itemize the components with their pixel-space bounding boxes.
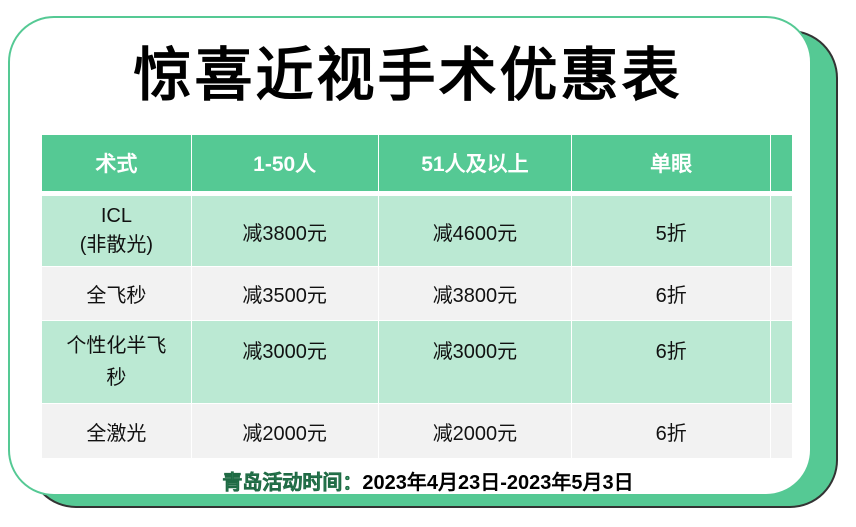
method-line: (非散光) bbox=[79, 234, 154, 256]
event-time-label: 青岛活动时间： bbox=[222, 472, 363, 495]
cell: 减3800元 bbox=[190, 193, 379, 267]
cell bbox=[770, 266, 793, 321]
cell: 减3000元 bbox=[377, 320, 573, 404]
cell: 减4600元 bbox=[377, 193, 573, 267]
event-time: 青岛活动时间：2023年4月23日-2023年5月3日 bbox=[0, 466, 856, 495]
cell: 6折 bbox=[571, 266, 772, 321]
header-single-eye: 单眼 bbox=[571, 134, 772, 196]
method-line: 全飞秒 bbox=[86, 285, 147, 307]
method-cell: ICL (非散光) bbox=[41, 193, 192, 267]
method-cell: 全飞秒 bbox=[41, 266, 192, 321]
method-line: 秒 bbox=[106, 367, 127, 389]
header-1-50: 1-50人 bbox=[190, 134, 379, 196]
cell: 减2000元 bbox=[190, 403, 379, 459]
cell: 减3000元 bbox=[190, 320, 379, 404]
method-line: 个性化半飞 bbox=[66, 335, 167, 357]
cell: 5折 bbox=[571, 193, 772, 267]
discount-table: 术式 1-50人 51人及以上 单眼 ICL (非散光) 减3800元 减4600… bbox=[41, 134, 793, 459]
table-row: 全激光 减2000元 减2000元 6折 bbox=[41, 403, 793, 459]
cell: 6折 bbox=[571, 320, 772, 404]
table-header: 术式 1-50人 51人及以上 单眼 bbox=[41, 134, 793, 196]
header-method: 术式 bbox=[41, 134, 192, 196]
header-extra bbox=[770, 134, 793, 196]
table-row: 个性化半飞秒 减3000元 减3000元 6折 bbox=[41, 320, 793, 404]
cell: 减3800元 bbox=[377, 266, 573, 321]
cell: 减3500元 bbox=[190, 266, 379, 321]
page-title: 惊喜近视手术优惠表 bbox=[133, 43, 683, 108]
cell bbox=[770, 320, 793, 404]
table-row: 全飞秒 减3500元 减3800元 6折 bbox=[41, 266, 793, 321]
method-line: 全激光 bbox=[86, 422, 147, 445]
method-cell: 全激光 bbox=[41, 403, 192, 459]
cell bbox=[770, 193, 793, 267]
cell: 减2000元 bbox=[377, 403, 573, 459]
method-line: ICL bbox=[100, 205, 132, 227]
method-cell: 个性化半飞秒 bbox=[41, 320, 192, 404]
event-time-dates: 2023年4月23日-2023年5月3日 bbox=[362, 472, 634, 494]
table-row: ICL (非散光) 减3800元 减4600元 5折 bbox=[41, 193, 793, 267]
header-51-plus: 51人及以上 bbox=[377, 134, 573, 196]
cell: 6折 bbox=[571, 403, 772, 459]
cell bbox=[770, 403, 793, 459]
